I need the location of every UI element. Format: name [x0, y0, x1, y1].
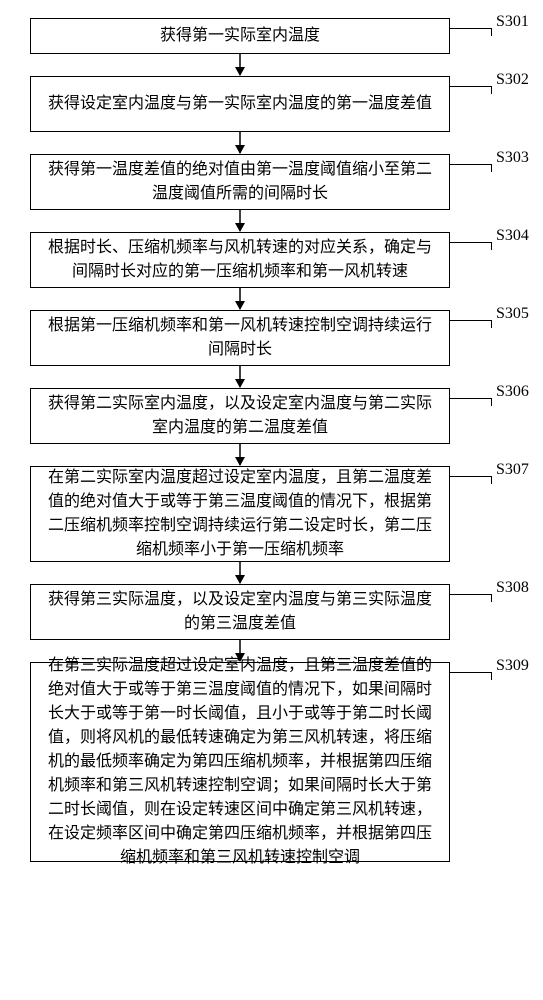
leader-bend [491, 398, 492, 406]
flowchart-container: 获得第一实际室内温度获得设定室内温度与第一实际室内温度的第一温度差值获得第一温度… [30, 18, 490, 862]
step-text: 获得第三实际温度，以及设定室内温度与第三实际温度的第三温度差值 [45, 588, 435, 636]
step-label: S301 [496, 13, 529, 31]
leader-line [450, 164, 492, 165]
step-label: S303 [496, 149, 529, 167]
step-text: 获得第一实际室内温度 [160, 24, 320, 48]
leader-line [450, 594, 492, 595]
step-box-5: 根据第一压缩机频率和第一风机转速控制空调持续运行间隔时长 [30, 310, 450, 366]
step-label: S305 [496, 305, 529, 323]
step-text: 获得第一温度差值的绝对值由第一温度阈值缩小至第二温度阈值所需的间隔时长 [45, 158, 435, 206]
step-text: 获得设定室内温度与第一实际室内温度的第一温度差值 [48, 92, 432, 116]
step-text: 在第二实际室内温度超过设定室内温度，且第二温度差值的绝对值大于或等于第三温度阈值… [45, 466, 435, 562]
leader-line [450, 86, 492, 87]
leader-bend [491, 28, 492, 36]
leader-line [450, 320, 492, 321]
arrow-down [30, 210, 450, 232]
step-label: S306 [496, 383, 529, 401]
arrow-down [30, 562, 450, 584]
leader-line [450, 28, 492, 29]
arrow-down [30, 444, 450, 466]
arrow-down [30, 366, 450, 388]
step-box-4: 根据时长、压缩机频率与风机转速的对应关系，确定与间隔时长对应的第一压缩机频率和第… [30, 232, 450, 288]
arrow-down [30, 54, 450, 76]
step-label: S307 [496, 461, 529, 479]
step-box-2: 获得设定室内温度与第一实际室内温度的第一温度差值 [30, 76, 450, 132]
step-box-9: 在第三实际温度超过设定室内温度，且第三温度差值的绝对值大于或等于第三温度阈值的情… [30, 662, 450, 862]
step-label: S308 [496, 579, 529, 597]
step-label: S302 [496, 71, 529, 89]
leader-line [450, 242, 492, 243]
step-box-7: 在第二实际室内温度超过设定室内温度，且第二温度差值的绝对值大于或等于第三温度阈值… [30, 466, 450, 562]
arrow-down [30, 132, 450, 154]
step-label: S304 [496, 227, 529, 245]
step-box-8: 获得第三实际温度，以及设定室内温度与第三实际温度的第三温度差值 [30, 584, 450, 640]
step-box-6: 获得第二实际室内温度，以及设定室内温度与第二实际室内温度的第二温度差值 [30, 388, 450, 444]
step-text: 根据时长、压缩机频率与风机转速的对应关系，确定与间隔时长对应的第一压缩机频率和第… [45, 236, 435, 284]
step-box-3: 获得第一温度差值的绝对值由第一温度阈值缩小至第二温度阈值所需的间隔时长 [30, 154, 450, 210]
step-text: 根据第一压缩机频率和第一风机转速控制空调持续运行间隔时长 [45, 314, 435, 362]
leader-bend [491, 594, 492, 602]
arrow-down [30, 288, 450, 310]
step-text: 获得第二实际室内温度，以及设定室内温度与第二实际室内温度的第二温度差值 [45, 392, 435, 440]
leader-line [450, 476, 492, 477]
leader-bend [491, 672, 492, 680]
leader-bend [491, 164, 492, 172]
step-label: S309 [496, 657, 529, 675]
leader-line [450, 398, 492, 399]
leader-bend [491, 320, 492, 328]
leader-line [450, 672, 492, 673]
leader-bend [491, 242, 492, 250]
leader-bend [491, 86, 492, 94]
step-text: 在第三实际温度超过设定室内温度，且第三温度差值的绝对值大于或等于第三温度阈值的情… [45, 654, 435, 870]
leader-bend [491, 476, 492, 484]
step-box-1: 获得第一实际室内温度 [30, 18, 450, 54]
